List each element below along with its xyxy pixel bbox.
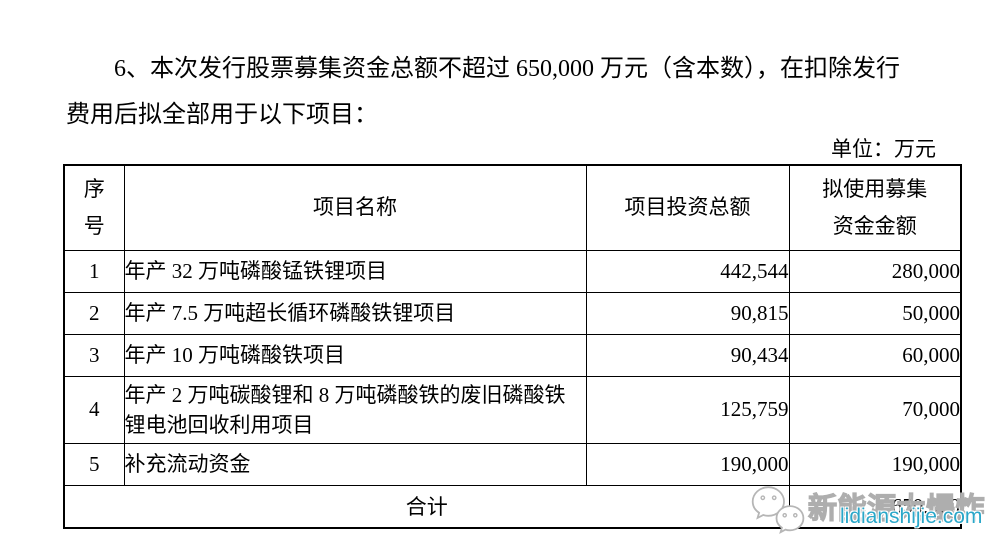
header-total-investment: 项目投资总额 [585,164,790,251]
header-raised-funds-label: 拟使用募集资金金额 [822,176,928,238]
table-row: 5 补充流动资金 190,000 190,000 [63,442,962,486]
row-investment: 90,815 [585,291,790,335]
header-seq-no-label: 序号 [83,176,105,238]
row-seq-no: 3 [63,333,125,377]
total-raised: 650,000 [788,484,962,529]
unit-label: 单位：万元 [831,137,936,161]
header-raised-funds: 拟使用募集资金金额 [788,164,962,251]
fundraising-projects-table: 序号 项目名称 项目投资总额 拟使用募集资金金额 1 年产 32 万吨磷酸锰铁锂… [63,164,962,529]
row-raised: 50,000 [788,291,962,335]
row-investment: 90,434 [585,333,790,377]
table-row: 1 年产 32 万吨磷酸锰铁锂项目 442,544 280,000 [63,249,962,293]
table-row: 3 年产 10 万吨磷酸铁项目 90,434 60,000 [63,333,962,377]
row-seq-no: 1 [63,249,125,293]
intro-paragraph: 6、本次发行股票募集资金总额不超过 650,000 万元（含本数），在扣除发行 … [66,46,948,138]
row-investment: 442,544 [585,249,790,293]
paragraph-line-1: 6、本次发行股票募集资金总额不超过 650,000 万元（含本数），在扣除发行 [114,56,900,82]
row-investment: 125,759 [585,375,790,444]
table-row: 2 年产 7.5 万吨超长循环磷酸铁锂项目 90,815 50,000 [63,291,962,335]
table-total-row: 合计 650,000 [63,484,962,529]
row-seq-no: 4 [63,375,125,444]
row-raised: 280,000 [788,249,962,293]
row-project-name: 年产 2 万吨碳酸锂和 8 万吨磷酸铁的废旧磷酸铁锂电池回收利用项目 [123,375,587,444]
watermark-site-text: lidianshijie.com [840,505,983,528]
row-project-name: 补充流动资金 [123,442,587,486]
header-seq-no: 序号 [63,164,125,251]
row-raised: 60,000 [788,333,962,377]
paragraph-line-2: 费用后拟全部用于以下项目： [66,102,378,128]
row-raised: 70,000 [788,375,962,444]
total-label: 合计 [63,484,790,529]
table-row: 4 年产 2 万吨碳酸锂和 8 万吨磷酸铁的废旧磷酸铁锂电池回收利用项目 125… [63,375,962,444]
watermark-brand-text: 新能源大爆炸 [807,492,986,525]
watermark: 新能源大爆炸 lidianshijie.com [746,476,988,544]
wechat-icon [751,486,805,534]
row-seq-no: 2 [63,291,125,335]
row-project-name: 年产 7.5 万吨超长循环磷酸铁锂项目 [123,291,587,335]
row-project-name: 年产 10 万吨磷酸铁项目 [123,333,587,377]
row-project-name: 年产 32 万吨磷酸锰铁锂项目 [123,249,587,293]
header-project-name: 项目名称 [123,164,587,251]
table-header-row: 序号 项目名称 项目投资总额 拟使用募集资金金额 [63,164,962,251]
row-seq-no: 5 [63,442,125,486]
